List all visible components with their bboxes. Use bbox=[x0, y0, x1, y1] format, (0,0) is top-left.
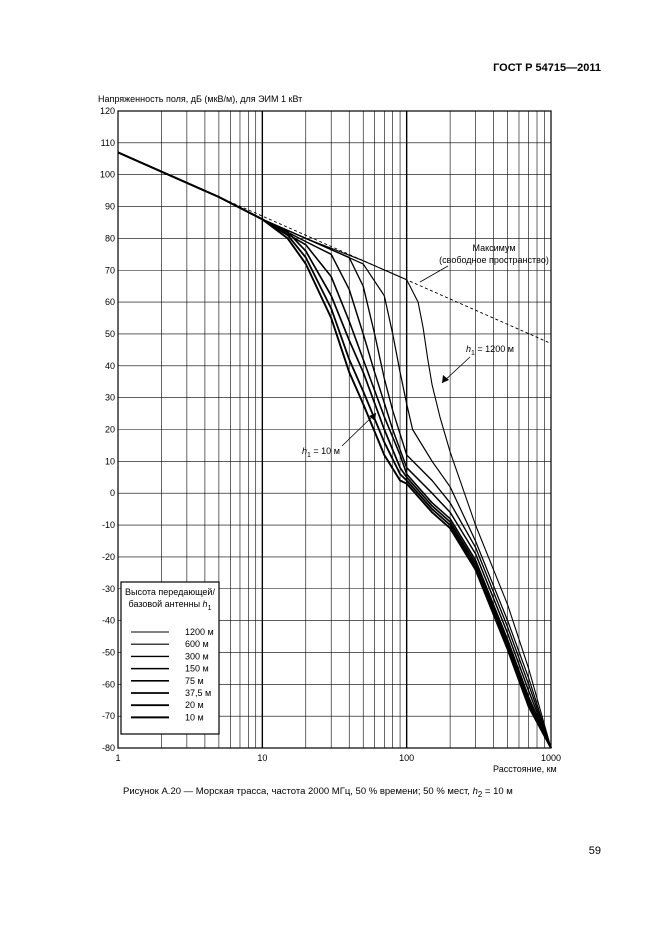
annotation-h1-10-text: = 10 м bbox=[311, 446, 340, 456]
legend-entry: 150 м bbox=[185, 664, 209, 674]
caption-suffix: = 10 м bbox=[482, 786, 513, 797]
x-tick-label: 1000 bbox=[541, 753, 561, 763]
legend-title-var: h bbox=[203, 599, 208, 609]
y-tick-label: 70 bbox=[105, 265, 115, 275]
annotation-h1-10-arrow bbox=[369, 413, 376, 421]
legend-title-text: базовой антенны bbox=[129, 599, 203, 609]
annotation-h1-1200: h1 = 1200 м bbox=[466, 344, 514, 357]
series-line-6 bbox=[117, 151, 552, 749]
series-line-3 bbox=[117, 151, 552, 749]
annotation-h1-1200-var: h bbox=[466, 344, 471, 354]
y-tick-label: 100 bbox=[100, 170, 115, 180]
legend-entry: 75 м bbox=[185, 676, 204, 686]
legend-entry: 600 м bbox=[185, 639, 209, 649]
annotation-h1-10-var: h bbox=[302, 446, 307, 456]
y-tick-label: 120 bbox=[100, 106, 115, 116]
y-tick-label: -10 bbox=[102, 520, 115, 530]
caption-sub: 2 bbox=[477, 789, 483, 799]
legend-title-sub: 1 bbox=[208, 605, 212, 612]
annotation-h1-1200-arrow bbox=[442, 375, 449, 383]
series-line-7 bbox=[117, 151, 552, 749]
y-tick-label: -80 bbox=[102, 743, 115, 753]
legend-entry: 37,5 м bbox=[185, 688, 211, 698]
y-axis-title: Напряженность поля, дБ (мкВ/м), для ЭИМ … bbox=[98, 94, 303, 104]
y-tick-label: -30 bbox=[102, 584, 115, 594]
y-tick-label: 110 bbox=[101, 138, 115, 148]
legend-title-line2: базовой антенны h1 bbox=[129, 599, 212, 612]
annotation-h1-1200-text: = 1200 м bbox=[475, 344, 514, 354]
y-tick-label: -60 bbox=[102, 679, 115, 689]
annotation-maximum-pointer bbox=[419, 265, 449, 283]
legend-entry: 300 м bbox=[185, 651, 209, 661]
page-number: 59 bbox=[588, 845, 601, 857]
y-tick-label: 30 bbox=[105, 393, 115, 403]
legend-entry: 10 м bbox=[185, 712, 204, 722]
annotation-h1-10: h1 = 10 м bbox=[302, 446, 340, 459]
y-tick-label: -70 bbox=[102, 711, 115, 721]
legend-entry: 1200 м bbox=[185, 627, 214, 637]
annotation-h1-10-sub: 1 bbox=[307, 452, 311, 459]
y-tick-label: 10 bbox=[105, 456, 115, 466]
y-tick-label: -20 bbox=[102, 552, 115, 562]
series-line-8 bbox=[117, 151, 552, 749]
y-tick-label: 90 bbox=[105, 202, 115, 212]
y-tick-label: 60 bbox=[105, 297, 115, 307]
caption-var: h bbox=[472, 786, 478, 797]
caption-prefix: Рисунок А.20 — Морская трасса, частота 2… bbox=[123, 786, 473, 797]
x-tick-label: 1 bbox=[115, 753, 120, 763]
annotation-maximum: Максимум bbox=[472, 243, 515, 253]
y-tick-label: 80 bbox=[105, 233, 115, 243]
y-tick-label: -50 bbox=[102, 647, 115, 657]
annotation-h1-1200-sub: 1 bbox=[471, 350, 475, 357]
axis-tick-labels: 1201101009080706050403020100-10-20-30-40… bbox=[100, 106, 561, 763]
x-tick-label: 10 bbox=[257, 753, 267, 763]
y-tick-label: 0 bbox=[110, 488, 115, 498]
chart-annotations: Максимум(свободное пространство)h1 = 120… bbox=[302, 243, 549, 459]
y-tick-label: -40 bbox=[102, 616, 115, 626]
x-tick-label: 100 bbox=[399, 753, 414, 763]
y-tick-label: 40 bbox=[105, 361, 115, 371]
document-header: ГОСТ Р 54715—2011 bbox=[493, 62, 601, 74]
legend-title-line1: Высота передающей/ bbox=[125, 587, 215, 597]
legend-box bbox=[120, 581, 220, 735]
legend-entry: 20 м bbox=[185, 700, 204, 710]
x-axis-title: Расстояние, км bbox=[493, 764, 557, 774]
y-tick-label: 20 bbox=[105, 425, 115, 435]
figure-caption: Рисунок А.20 — Морская трасса, частота 2… bbox=[123, 786, 513, 799]
chart-legend: Высота передающей/базовой антенны h1 1200… bbox=[120, 581, 220, 735]
annotation-free-space: (свободное пространство) bbox=[439, 255, 549, 265]
series-lines bbox=[117, 151, 552, 749]
annotation-h1-10-pointer bbox=[341, 412, 377, 447]
y-tick-label: 50 bbox=[105, 329, 115, 339]
